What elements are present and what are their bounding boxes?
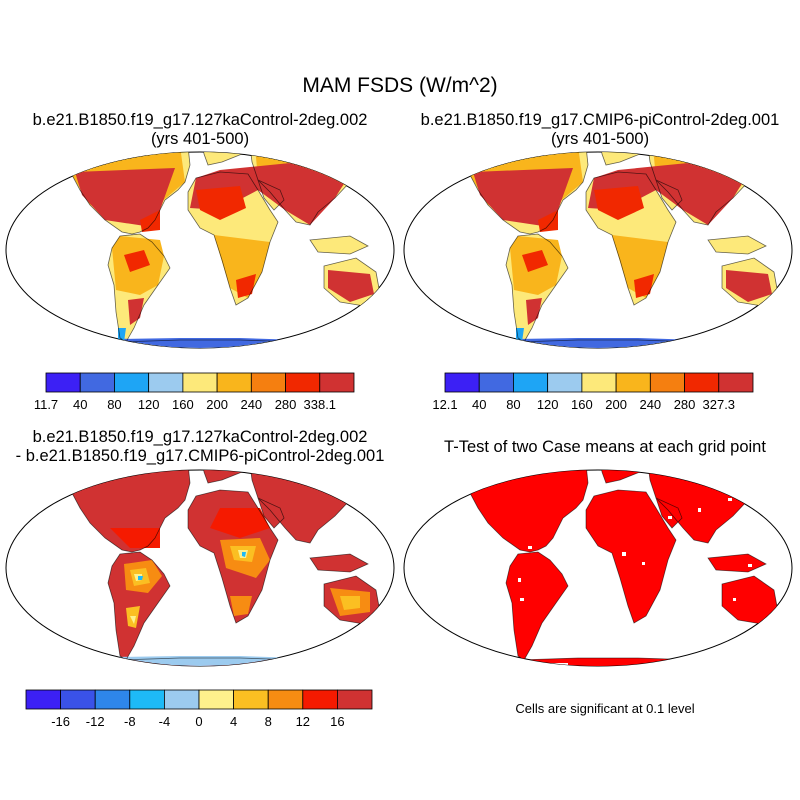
panel3-map <box>5 469 395 667</box>
colorbar-tick-label: 0 <box>195 714 202 729</box>
colorbar-tick-label: 12 <box>296 714 310 729</box>
panel2-title: b.e21.B1850.f19_g17.CMIP6-piControl-2deg… <box>420 111 780 129</box>
colorbar-swatch <box>615 372 651 393</box>
colorbar-swatch <box>79 372 115 393</box>
colorbar-swatch <box>148 372 184 393</box>
panel2-subtitle: (yrs 401-500) <box>550 130 650 148</box>
colorbar-tick-label: -12 <box>86 714 105 729</box>
colorbar-tick-label: 4 <box>230 714 237 729</box>
colorbar-swatch <box>649 372 685 393</box>
colorbar-swatch <box>478 372 514 393</box>
colorbar-swatch <box>285 372 321 393</box>
colorbar-tick-label: 240 <box>639 397 661 412</box>
colorbar-swatch <box>114 372 150 393</box>
colorbar-swatch <box>513 372 549 393</box>
colorbar-swatch <box>581 372 617 393</box>
colorbar-tick-label: 338.1 <box>304 397 337 412</box>
colorbar-tick-label: -4 <box>159 714 171 729</box>
colorbar-swatch <box>684 372 720 393</box>
colorbar-panel1: 11.7 40 80 120 160 200 240 280 338.1 <box>34 372 355 412</box>
colorbar-panel3: -16 -12 -8 -4 0 4 8 12 16 <box>25 689 373 729</box>
panel3-subtitle: - b.e21.B1850.f19_g17.CMIP6-piControl-2d… <box>15 447 385 465</box>
colorbar-swatch <box>216 372 252 393</box>
colorbar-swatch <box>444 372 480 393</box>
figure-title: MAM FSDS (W/m^2) <box>302 74 498 97</box>
significance-note: Cells are significant at 0.1 level <box>515 701 695 716</box>
colorbar-swatch <box>94 689 131 710</box>
colorbar-tick-label: 327.3 <box>703 397 736 412</box>
panel2-map <box>403 151 793 349</box>
colorbar-swatch <box>45 372 81 393</box>
colorbar-tick-label: 200 <box>206 397 228 412</box>
colorbar-swatch <box>302 689 338 710</box>
colorbar-tick-label: 11.7 <box>34 397 58 412</box>
colorbar-swatch <box>267 689 304 710</box>
colorbar-swatch <box>319 372 355 393</box>
colorbar-tick-label: 40 <box>73 397 87 412</box>
panel1-map <box>5 151 395 349</box>
colorbar-tick-label: 200 <box>605 397 627 412</box>
colorbar-swatch <box>233 689 269 710</box>
panel4-title: T-Test of two Case means at each grid po… <box>444 438 766 456</box>
colorbar-panel2: 12.1 40 80 120 160 200 240 280 327.3 <box>432 372 754 412</box>
colorbar-swatch <box>198 689 234 710</box>
colorbar-tick-label: 16 <box>330 714 344 729</box>
colorbar-tick-label: 80 <box>506 397 520 412</box>
colorbar-tick-label: 120 <box>138 397 160 412</box>
colorbar-swatch <box>60 689 96 710</box>
colorbar-tick-label: 80 <box>107 397 121 412</box>
colorbar-tick-label: 120 <box>537 397 559 412</box>
colorbar-tick-label: 12.1 <box>432 397 457 412</box>
panel1-subtitle: (yrs 401-500) <box>150 130 250 148</box>
colorbar-swatch <box>250 372 286 393</box>
colorbar-swatch <box>547 372 583 393</box>
colorbar-tick-label: 40 <box>472 397 486 412</box>
colorbar-swatch <box>718 372 754 393</box>
colorbar-swatch <box>182 372 218 393</box>
panel1-title: b.e21.B1850.f19_g17.127kaControl-2deg.00… <box>32 111 368 129</box>
colorbar-tick-label: 280 <box>275 397 297 412</box>
colorbar-tick-label: 280 <box>674 397 696 412</box>
colorbar-swatch <box>163 689 200 710</box>
colorbar-swatch <box>25 689 61 710</box>
colorbar-tick-label: 160 <box>172 397 194 412</box>
colorbar-swatch <box>336 689 373 710</box>
colorbar-tick-label: -8 <box>124 714 136 729</box>
colorbar-swatch <box>129 689 165 710</box>
panel4-map <box>403 469 793 667</box>
colorbar-tick-label: 160 <box>571 397 593 412</box>
colorbar-tick-label: -16 <box>51 714 70 729</box>
colorbar-tick-label: 240 <box>240 397 262 412</box>
colorbar-tick-label: 8 <box>265 714 272 729</box>
panel3-title: b.e21.B1850.f19_g17.127kaControl-2deg.00… <box>32 428 368 446</box>
